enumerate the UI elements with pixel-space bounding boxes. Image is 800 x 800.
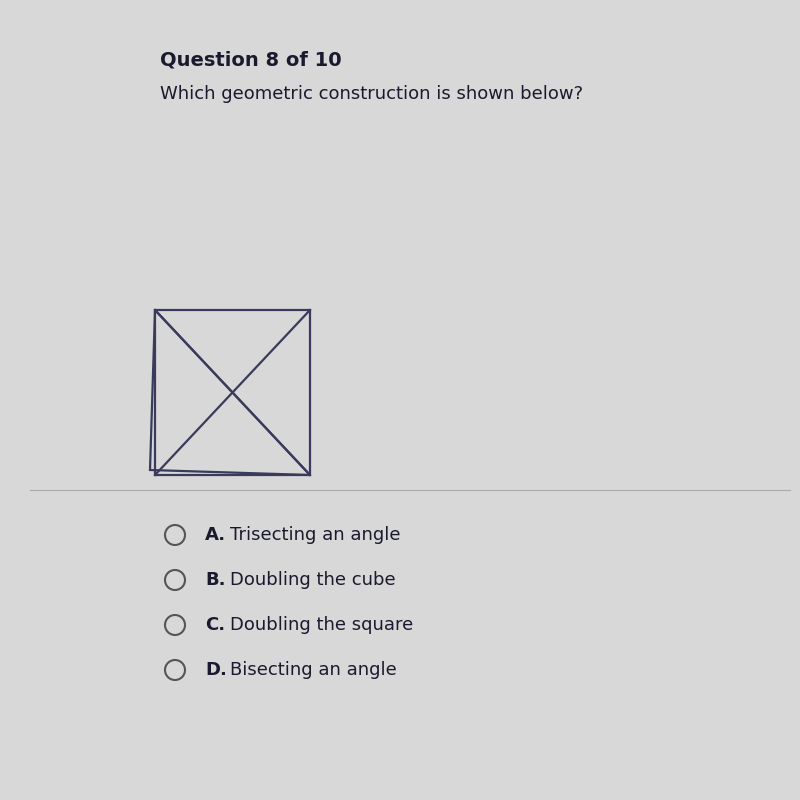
Text: Trisecting an angle: Trisecting an angle	[230, 526, 401, 544]
Text: Bisecting an angle: Bisecting an angle	[230, 661, 397, 679]
Text: D.: D.	[205, 661, 227, 679]
Text: Question 8 of 10: Question 8 of 10	[160, 50, 342, 69]
Text: Doubling the cube: Doubling the cube	[230, 571, 396, 589]
Text: Which geometric construction is shown below?: Which geometric construction is shown be…	[160, 85, 583, 103]
Text: B.: B.	[205, 571, 226, 589]
Text: A.: A.	[205, 526, 226, 544]
Text: C.: C.	[205, 616, 225, 634]
Text: Doubling the square: Doubling the square	[230, 616, 414, 634]
